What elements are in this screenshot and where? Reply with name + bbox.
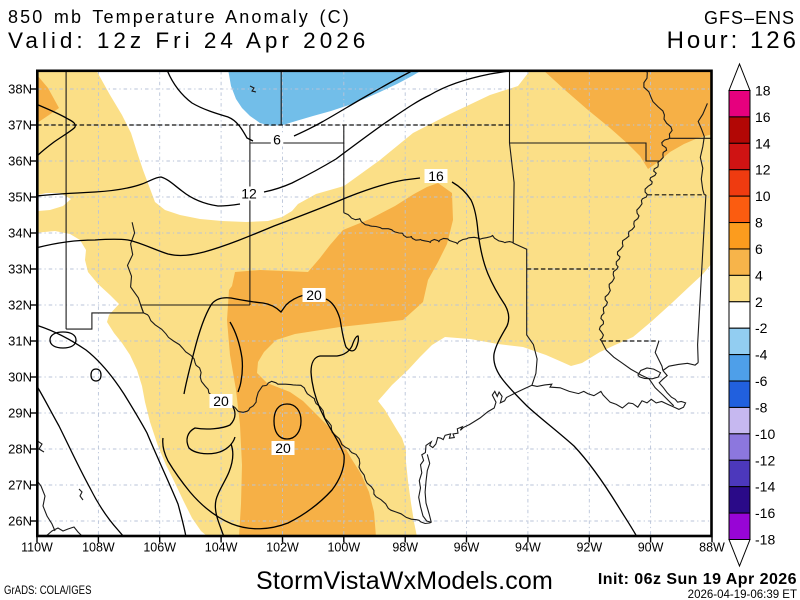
- svg-text:6: 6: [755, 241, 763, 257]
- svg-text:30N: 30N: [8, 370, 32, 385]
- svg-text:-2: -2: [755, 320, 768, 336]
- svg-text:16: 16: [428, 168, 444, 184]
- svg-text:31N: 31N: [8, 334, 32, 349]
- svg-text:104W: 104W: [205, 541, 238, 555]
- svg-text:20: 20: [306, 287, 322, 303]
- svg-text:-10: -10: [755, 426, 775, 442]
- svg-text:108W: 108W: [82, 541, 115, 555]
- svg-text:14: 14: [755, 135, 771, 151]
- svg-text:27N: 27N: [8, 478, 32, 493]
- svg-text:106W: 106W: [143, 541, 176, 555]
- svg-text:20: 20: [213, 393, 229, 409]
- svg-text:98W: 98W: [392, 541, 418, 555]
- svg-text:-4: -4: [755, 347, 768, 363]
- svg-text:35N: 35N: [8, 190, 32, 205]
- svg-text:90W: 90W: [638, 541, 664, 555]
- svg-text:110W: 110W: [21, 541, 53, 555]
- svg-text:20: 20: [275, 440, 291, 456]
- svg-text:-12: -12: [755, 452, 775, 468]
- svg-text:-6: -6: [755, 373, 768, 389]
- svg-text:18: 18: [755, 83, 771, 99]
- svg-text:29N: 29N: [8, 406, 32, 421]
- svg-text:37N: 37N: [8, 118, 32, 133]
- svg-text:-16: -16: [755, 505, 775, 521]
- svg-text:12: 12: [755, 162, 771, 178]
- svg-text:4: 4: [755, 267, 763, 283]
- svg-text:36N: 36N: [8, 154, 32, 169]
- svg-text:-8: -8: [755, 399, 768, 415]
- svg-text:38N: 38N: [8, 82, 32, 97]
- svg-text:8: 8: [755, 215, 763, 231]
- svg-text:26N: 26N: [8, 514, 32, 529]
- svg-text:33N: 33N: [8, 262, 32, 277]
- svg-text:10: 10: [755, 188, 771, 204]
- svg-text:32N: 32N: [8, 298, 32, 313]
- svg-text:28N: 28N: [8, 442, 32, 457]
- svg-text:94W: 94W: [515, 541, 541, 555]
- svg-text:34N: 34N: [8, 226, 32, 241]
- svg-text:102W: 102W: [266, 541, 299, 555]
- svg-text:-18: -18: [755, 532, 775, 548]
- svg-text:96W: 96W: [454, 541, 480, 555]
- svg-text:100W: 100W: [327, 541, 360, 555]
- svg-text:2: 2: [755, 294, 763, 310]
- svg-text:92W: 92W: [576, 541, 602, 555]
- svg-text:88W: 88W: [699, 541, 725, 555]
- svg-text:-14: -14: [755, 479, 775, 495]
- svg-text:16: 16: [755, 109, 771, 125]
- svg-text:6: 6: [273, 132, 281, 148]
- svg-text:12: 12: [241, 186, 257, 202]
